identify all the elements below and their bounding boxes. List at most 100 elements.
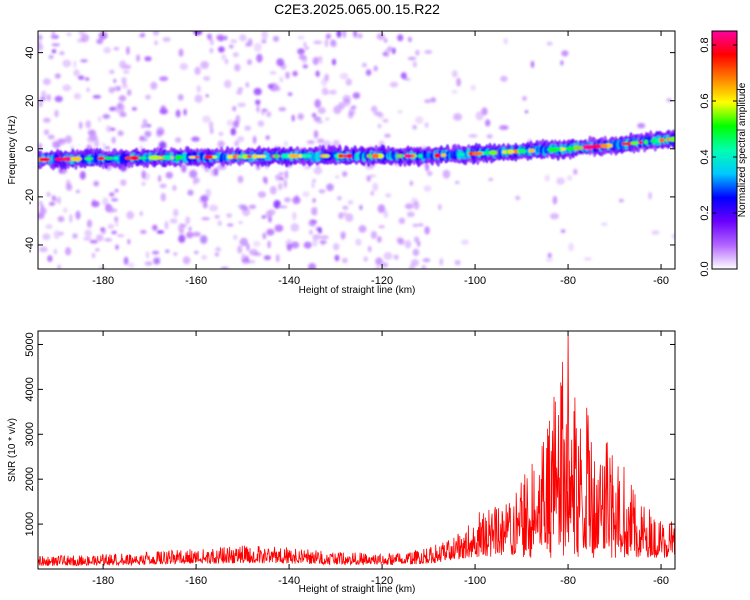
colorbar-ticks: 0.0 0.2 0.4 0.6 0.8 xyxy=(699,37,737,277)
heatmap-cell xyxy=(204,168,210,172)
heatmap-cell xyxy=(365,69,372,76)
heatmap-cell xyxy=(66,32,72,37)
heatmap-cell xyxy=(239,34,247,42)
heatmap-cell xyxy=(43,117,51,123)
heatmap-cell xyxy=(103,46,111,54)
heatmap-cell xyxy=(348,107,356,116)
heatmap-cell xyxy=(102,197,109,206)
heatmap-cell xyxy=(127,262,135,268)
heatmap-cell xyxy=(92,95,102,99)
heatmap-cell xyxy=(111,198,119,202)
heatmap-cell xyxy=(54,157,65,162)
heatmap-cell xyxy=(342,31,346,38)
heatmap-cell xyxy=(489,150,497,155)
heatmap-cell xyxy=(86,219,93,228)
heatmap-cell xyxy=(283,179,288,189)
heatmap-cell xyxy=(317,107,326,114)
heatmap-cell xyxy=(503,38,508,45)
heatmap-cell xyxy=(451,70,458,78)
heatmap-cell xyxy=(308,263,317,269)
heatmap-cell xyxy=(121,83,128,89)
heatmap-cell xyxy=(175,109,181,118)
heatmap-cell xyxy=(165,249,170,253)
heatmap-cell xyxy=(370,231,377,239)
heatmap-cell xyxy=(315,226,322,232)
heatmap-cell xyxy=(156,130,163,138)
heatmap-cell xyxy=(223,35,228,41)
heatmap-cell xyxy=(127,238,131,245)
heatmap-cell xyxy=(311,182,315,189)
heatmap-cell xyxy=(547,252,552,259)
heatmap-cell xyxy=(209,204,218,212)
heatmap-cell xyxy=(335,175,340,179)
heatmap-cell xyxy=(324,38,329,48)
heatmap-cell xyxy=(502,150,507,154)
y-tick-label: 20 xyxy=(24,95,36,107)
heatmap-cell xyxy=(62,157,67,161)
heatmap-cell xyxy=(38,43,44,51)
heatmap-cell xyxy=(267,240,271,249)
heatmap-cell xyxy=(273,154,280,158)
heatmap-cell xyxy=(233,234,238,240)
heatmap-cell xyxy=(507,149,515,154)
heatmap-cell xyxy=(298,55,307,60)
heatmap-cell xyxy=(515,195,521,201)
heatmap-cell xyxy=(385,193,392,198)
heatmap-cell xyxy=(461,239,469,245)
heatmap-cell xyxy=(331,58,337,66)
heatmap-cell xyxy=(209,47,214,54)
heatmap-cell xyxy=(113,46,120,51)
heatmap-cell xyxy=(546,41,553,46)
heatmap-cell xyxy=(297,50,304,56)
heatmap-cell xyxy=(65,135,72,144)
heatmap-cell xyxy=(159,76,169,82)
heatmap-cell xyxy=(221,53,227,61)
heatmap-cell xyxy=(200,194,209,202)
heatmap-cell xyxy=(357,33,363,39)
heatmap-cell xyxy=(93,139,100,148)
heatmap-cell xyxy=(401,73,407,77)
heatmap-cell xyxy=(106,125,112,133)
colorbar-tick-label: 0.0 xyxy=(699,261,711,276)
heatmap-cell xyxy=(160,129,165,136)
heatmap-cell xyxy=(195,155,200,159)
heatmap-cell xyxy=(668,136,675,142)
heatmap-cell xyxy=(237,87,244,91)
y-tick-label: -20 xyxy=(24,189,36,205)
heatmap-cell xyxy=(407,56,417,61)
heatmap-cell xyxy=(95,234,104,242)
heatmap-cell xyxy=(321,77,328,87)
heatmap-cell xyxy=(345,213,354,222)
heatmap-cell xyxy=(427,170,433,177)
heatmap-cell xyxy=(412,124,417,130)
heatmap-cell xyxy=(119,60,127,69)
heatmap-cell xyxy=(140,229,147,234)
heatmap-cell xyxy=(333,105,342,115)
heatmap-cell xyxy=(57,264,62,269)
colorbar-tick-label: 0.8 xyxy=(699,37,711,52)
heatmap-cell xyxy=(159,108,169,115)
heatmap-cell xyxy=(556,147,562,152)
heatmap-cell xyxy=(38,157,50,162)
heatmap-cell xyxy=(237,245,243,254)
heatmap-cell xyxy=(52,142,61,149)
heatmap-cell xyxy=(169,218,178,224)
heatmap-cell xyxy=(290,223,300,232)
heatmap-cell xyxy=(404,203,414,210)
heatmap-background-speckle xyxy=(38,31,675,269)
heatmap-cell xyxy=(218,132,224,136)
heatmap-cell xyxy=(165,171,173,179)
heatmap-x-ticks: -180 -160 -140 -120 -100 -80 -60 xyxy=(92,31,669,287)
heatmap-cell xyxy=(232,52,239,58)
heatmap-cell xyxy=(288,153,300,159)
heatmap-cell xyxy=(468,134,478,138)
heatmap-cell xyxy=(73,93,81,100)
heatmap-cell xyxy=(97,156,106,161)
heatmap-cell xyxy=(201,254,208,260)
heatmap-cell xyxy=(123,256,129,265)
heatmap-cell xyxy=(374,266,382,269)
heatmap-cell xyxy=(223,79,232,89)
heatmap-cell xyxy=(215,247,222,252)
x-tick-label: -80 xyxy=(560,275,576,287)
heatmap-cell xyxy=(248,204,257,209)
